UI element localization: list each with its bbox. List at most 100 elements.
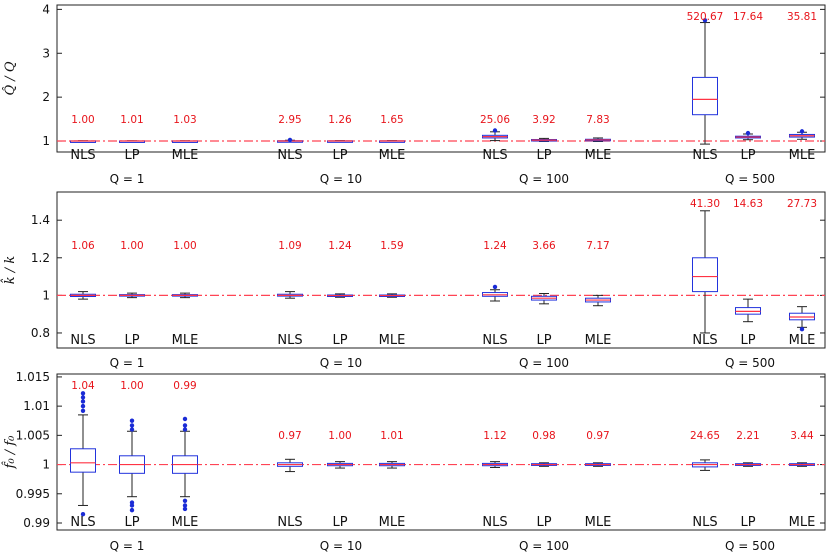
method-label: LP xyxy=(740,515,755,530)
outlier-point xyxy=(492,284,498,290)
method-label: NLS xyxy=(692,515,717,530)
ratio-label: 2.21 xyxy=(736,430,759,442)
box-nls: 520.67 NLS xyxy=(687,11,724,163)
box-lp: 14.63 LP xyxy=(733,198,763,348)
outlier-point xyxy=(80,403,86,409)
box-lp: 1.26 LP xyxy=(327,114,353,163)
method-label: LP xyxy=(536,148,551,163)
ratio-label: 27.73 xyxy=(787,198,817,210)
outlier-point xyxy=(80,399,86,404)
method-label: NLS xyxy=(277,333,302,348)
box-nls: 1.12 NLS xyxy=(482,430,508,530)
box-nls: 41.30 NLS xyxy=(690,198,720,348)
outlier-point xyxy=(702,18,708,23)
method-label: LP xyxy=(332,333,347,348)
method-label: MLE xyxy=(789,333,816,348)
y-tick-label: 3 xyxy=(42,46,50,60)
ratio-label: 3.44 xyxy=(790,430,814,442)
box-lp: 1.01 LP xyxy=(119,114,145,163)
group-label: Q = 1 xyxy=(110,172,145,186)
method-label: LP xyxy=(124,515,139,530)
ratio-label: 35.81 xyxy=(787,11,817,23)
iqr-box xyxy=(70,448,96,473)
group-label: Q = 500 xyxy=(725,172,775,186)
box-nls: 1.06 NLS xyxy=(70,240,96,348)
box-nls: 25.06 NLS xyxy=(480,114,510,163)
ratio-label: 14.63 xyxy=(733,198,763,210)
method-label: LP xyxy=(124,333,139,348)
method-label: LP xyxy=(332,515,347,530)
y-tick-label: 1.01 xyxy=(23,399,50,413)
method-label: NLS xyxy=(70,515,95,530)
outlier-point xyxy=(80,408,86,414)
box-mle: 1.59 MLE xyxy=(379,240,406,348)
method-label: MLE xyxy=(789,515,816,530)
group-label: Q = 100 xyxy=(519,539,569,553)
box-nls: 2.95 NLS xyxy=(277,114,303,163)
box-mle: 0.97 MLE xyxy=(585,430,612,530)
outlier-point xyxy=(80,512,86,517)
ratio-label: 3.66 xyxy=(532,240,556,252)
y-tick-label: 0.99 xyxy=(23,516,50,530)
method-label: NLS xyxy=(692,148,717,163)
y-tick-label: 2 xyxy=(42,90,50,104)
ratio-label: 0.97 xyxy=(278,430,301,442)
ratio-label: 1.01 xyxy=(380,430,403,442)
outlier-point xyxy=(182,503,188,508)
outlier-point xyxy=(182,416,188,422)
plot-frame xyxy=(56,191,826,349)
method-label: NLS xyxy=(482,333,507,348)
method-label: MLE xyxy=(379,333,406,348)
box-nls: 24.65 NLS xyxy=(690,430,720,530)
box-mle: 0.99 MLE xyxy=(172,380,199,530)
box-lp: 1.00 LP xyxy=(327,430,353,530)
panel-1: 1 2 3 4 Q̂ / Q 1.00 NLS 1.01 LP 1.03 MLE Q = 1 2.95 N… xyxy=(2,2,826,186)
ratio-label: 1.00 xyxy=(120,240,143,252)
box-nls: 1.09 NLS xyxy=(277,240,303,348)
method-label: NLS xyxy=(70,148,95,163)
y-axis-label: f̂₀ / f₀ xyxy=(1,435,18,469)
box-mle: 1.65 MLE xyxy=(379,114,406,163)
method-label: MLE xyxy=(789,148,816,163)
ratio-label: 24.65 xyxy=(690,430,720,442)
ratio-label: 7.17 xyxy=(586,240,609,252)
ratio-label: 1.59 xyxy=(380,240,403,252)
outlier-point xyxy=(492,128,498,133)
y-tick-label: 0.8 xyxy=(31,326,50,340)
ratio-label: 7.83 xyxy=(586,114,609,126)
outlier-point xyxy=(129,418,135,423)
box-nls: 1.04 NLS xyxy=(70,380,96,530)
outlier-point xyxy=(745,130,751,136)
box-lp: 1.00 LP xyxy=(119,380,145,530)
box-mle: 3.44 MLE xyxy=(789,430,816,530)
outlier-point xyxy=(80,391,86,396)
panel-2: 0.8 1 1.2 1.4 k̂ / k 1.06 NLS 1.00 LP 1.00 MLE Q = … xyxy=(0,191,826,370)
box-lp: 0.98 LP xyxy=(531,430,557,530)
outlier-point xyxy=(129,503,135,508)
box-lp: 3.92 LP xyxy=(531,114,557,163)
method-label: LP xyxy=(740,148,755,163)
box-mle: 1.00 MLE xyxy=(172,240,199,348)
y-tick-label: 1.2 xyxy=(31,251,50,265)
method-label: LP xyxy=(124,148,139,163)
outlier-point xyxy=(80,395,86,400)
box-lp: 1.24 LP xyxy=(327,240,353,348)
plot-frame xyxy=(56,4,826,153)
iqr-box xyxy=(692,76,718,116)
ratio-label: 1.00 xyxy=(173,240,196,252)
box-mle: 1.03 MLE xyxy=(172,114,199,163)
box-mle: 7.17 MLE xyxy=(585,240,612,348)
method-label: NLS xyxy=(70,333,95,348)
group-label: Q = 10 xyxy=(320,539,362,553)
outlier-point xyxy=(129,423,135,428)
group-label: Q = 100 xyxy=(519,172,569,186)
ratio-label: 3.92 xyxy=(532,114,555,126)
group-label: Q = 500 xyxy=(725,356,775,370)
method-label: MLE xyxy=(585,333,612,348)
ratio-label: 0.98 xyxy=(532,430,555,442)
y-tick-label: 1 xyxy=(42,134,50,148)
outlier-point xyxy=(129,507,135,513)
method-label: MLE xyxy=(585,148,612,163)
